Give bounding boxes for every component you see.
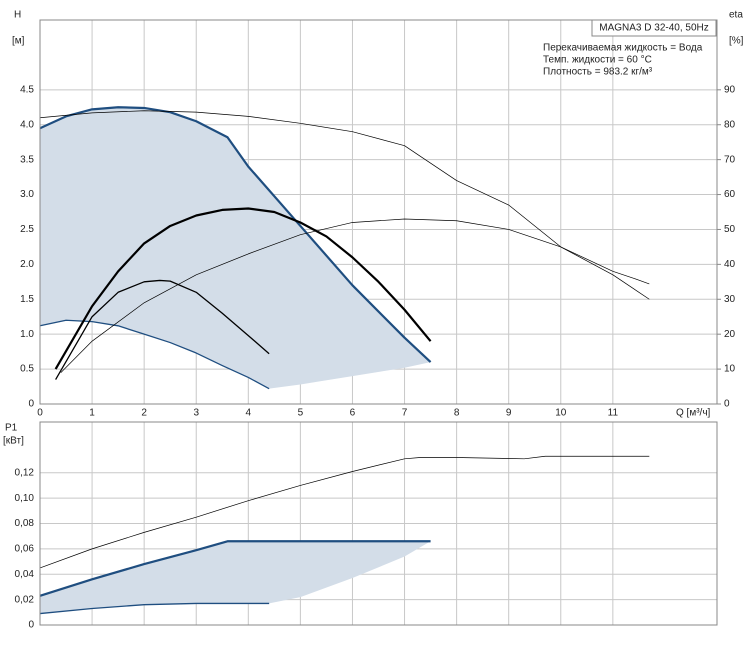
x-axis-label: Q [м³/ч] (676, 408, 711, 419)
x-tick-label: 1 (89, 408, 95, 419)
curve (39, 455, 650, 569)
curve (39, 319, 270, 390)
annotation: Перекачиваемая жидкость = Вода (543, 43, 703, 54)
annotation: Плотность = 983.2 кг/м³ (543, 67, 653, 78)
y2-tick-label: 50 (724, 224, 736, 235)
y-tick-label: 0,12 (15, 467, 35, 478)
annotation: Темп. жидкости = 60 °C (543, 55, 652, 66)
y2-tick-label: 0 (724, 399, 730, 410)
x-tick-label: 5 (298, 408, 304, 419)
y-tick-label: 4.0 (20, 119, 34, 130)
y2-tick-label: 90 (724, 84, 736, 95)
operating-area (40, 541, 431, 614)
y-tick-label: 0 (28, 620, 34, 631)
y-tick-label: 1.0 (20, 329, 34, 340)
x-tick-label: 9 (506, 408, 512, 419)
y-tick-label: 0,02 (15, 594, 35, 605)
y2-tick-label: 20 (724, 329, 736, 340)
x-tick-label: 4 (246, 408, 252, 419)
model-label: MAGNA3 D 32-40, 50Hz (599, 23, 709, 34)
y2-tick-label: 10 (724, 364, 736, 375)
y2-tick-label: 30 (724, 294, 736, 305)
operating-area (40, 107, 431, 389)
y-tick-label: 4.5 (20, 84, 34, 95)
y-axis-label: P1 (5, 423, 18, 434)
series-group (39, 106, 650, 390)
grid (39, 422, 717, 626)
y-tick-label: 0.5 (20, 364, 34, 375)
curve (39, 602, 270, 615)
x-tick-label: 11 (608, 408, 619, 419)
curve (39, 106, 432, 363)
y-tick-label: 0,10 (15, 493, 35, 504)
x-tick-label: 7 (402, 408, 408, 419)
y-tick-label: 0,04 (15, 569, 35, 580)
y-tick-label: 2.0 (20, 259, 34, 270)
plot-frame (39, 421, 718, 626)
x-tick-label: 10 (555, 408, 567, 419)
curve (54, 207, 432, 370)
y-tick-label: 0,06 (15, 544, 35, 555)
y-tick-label: 3.5 (20, 154, 34, 165)
y2-tick-label: 60 (724, 189, 736, 200)
curve (60, 218, 650, 373)
y-axis-unit: [м] (12, 36, 25, 47)
x-tick-label: 8 (454, 408, 460, 419)
curve (55, 279, 270, 380)
plot-frame (39, 19, 718, 405)
y-tick-label: 2.5 (20, 224, 34, 235)
x-tick-label: 2 (141, 408, 147, 419)
curve (39, 110, 650, 285)
y2-tick-label: 40 (724, 259, 736, 270)
y2-tick-label: 80 (724, 119, 736, 130)
y-tick-label: 3.0 (20, 189, 34, 200)
y-tick-label: 0,08 (15, 518, 35, 529)
y-axis-unit: [кВт] (3, 436, 24, 447)
y-tick-label: 1.5 (20, 294, 34, 305)
y2-tick-label: 70 (724, 154, 736, 165)
x-tick-label: 6 (350, 408, 356, 419)
x-tick-label: 0 (37, 408, 43, 419)
y2-axis-unit: [%] (729, 36, 744, 47)
x-tick-label: 3 (193, 408, 199, 419)
curve (39, 540, 431, 597)
y2-axis-label: eta (729, 10, 743, 21)
y-tick-label: 0 (28, 399, 34, 410)
series-group (39, 455, 650, 615)
y-axis-label: H (14, 10, 21, 21)
